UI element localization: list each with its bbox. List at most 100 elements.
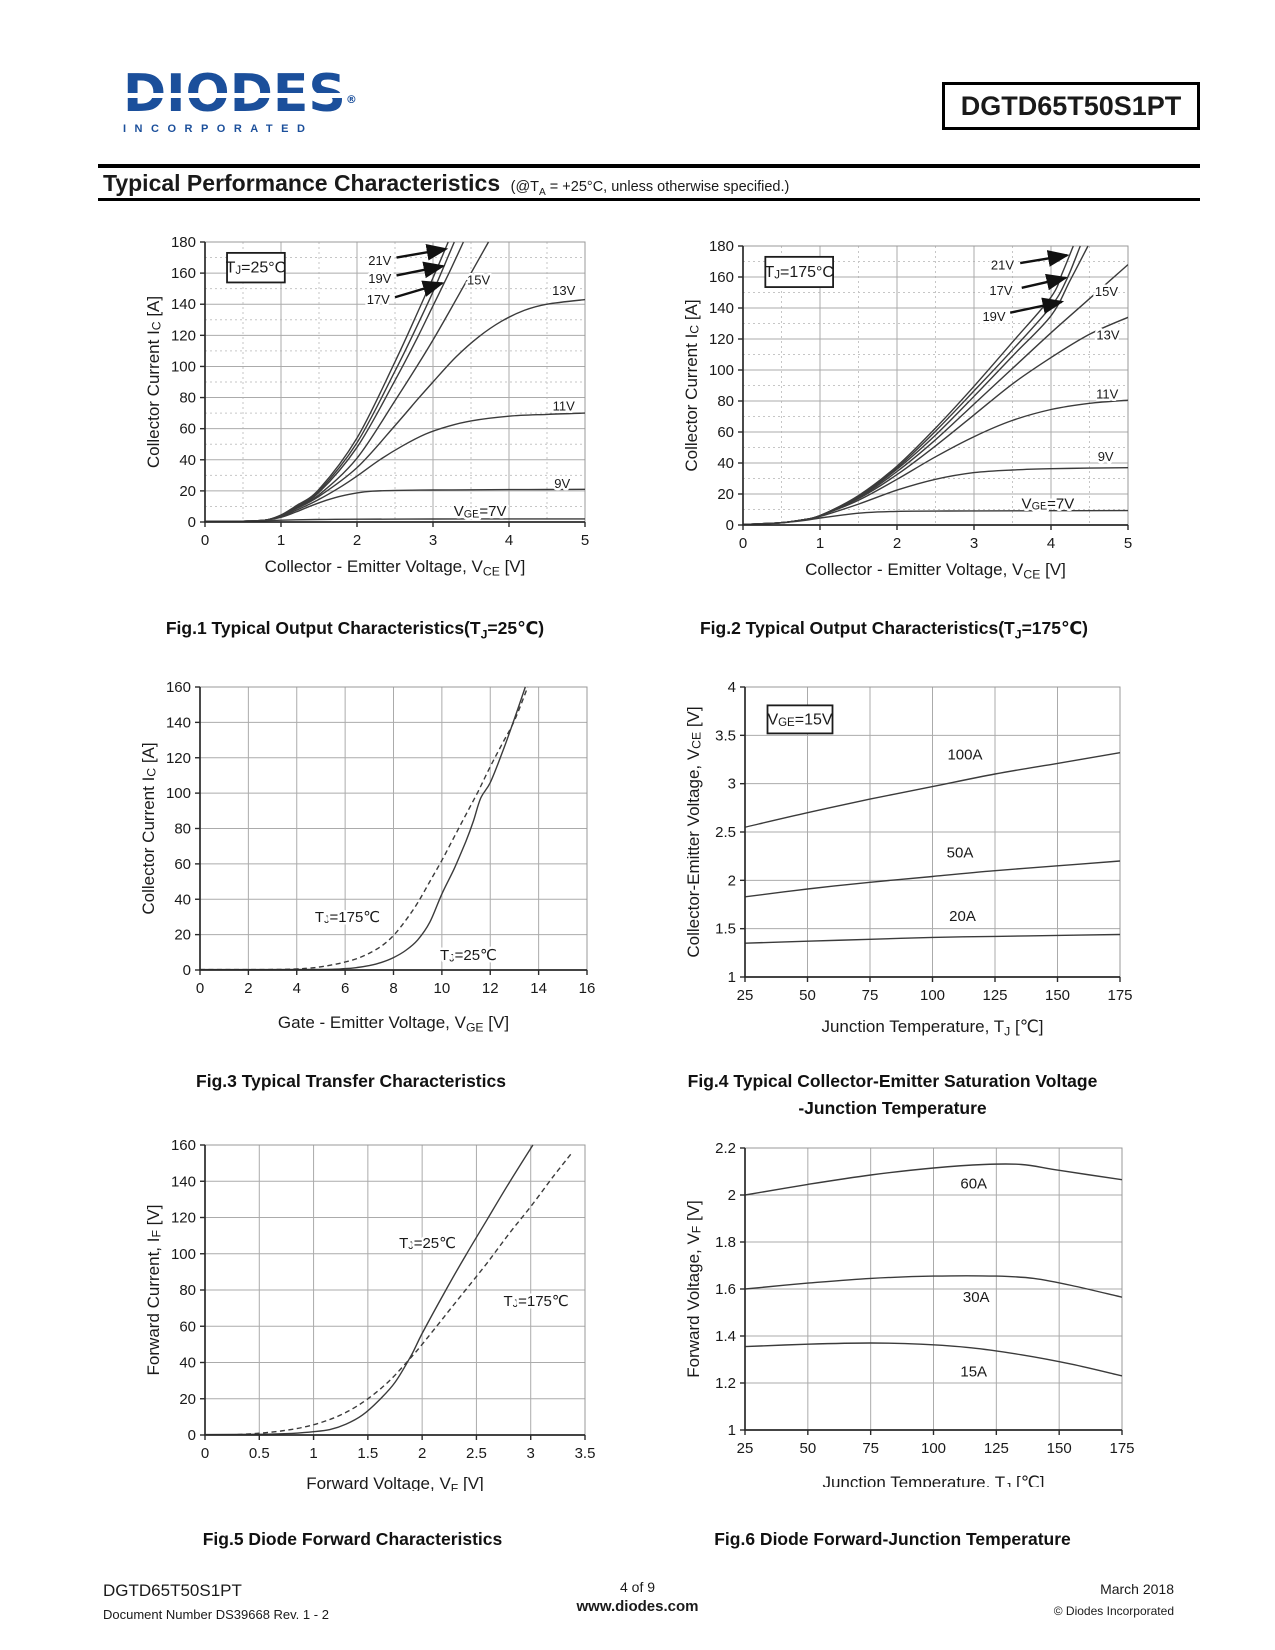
y-tick-label: 80 xyxy=(174,820,191,837)
curve-if-15a xyxy=(745,1342,1122,1377)
curve-label: 19V xyxy=(982,308,1005,323)
diodes-logo: DIODES® INCORPORATED xyxy=(123,68,357,135)
curve-label: 11V xyxy=(553,398,575,413)
y-axis-title: Collector Current IC [A] xyxy=(139,742,159,914)
x-tick-label: 4 xyxy=(505,532,513,549)
curve-label: 9V xyxy=(1098,449,1114,464)
y-tick-label: 2 xyxy=(728,872,736,889)
series xyxy=(745,752,1120,944)
y-tick-label: 40 xyxy=(179,451,196,468)
grid xyxy=(744,1147,1123,1431)
y-tick-label: 160 xyxy=(709,269,734,286)
y-tick-label: 40 xyxy=(717,455,734,472)
y-tick-label: 140 xyxy=(171,1173,196,1190)
curve-label: 17V xyxy=(989,283,1012,298)
condition-box-label: TJ=175°C xyxy=(764,263,834,281)
x-tick-label: 3 xyxy=(429,532,437,549)
x-axis-title: Forward Voltage, VF [V] xyxy=(306,1474,484,1491)
curve-label: TJ=175℃ xyxy=(504,1292,569,1310)
test-condition-note: (@TA = +25°C, unless otherwise specified… xyxy=(510,179,790,198)
x-tick-label: 0 xyxy=(201,1445,209,1462)
x-axis-title: Junction Temperature, TJ [℃] xyxy=(821,1017,1043,1037)
annotation-arrow xyxy=(396,243,449,261)
y-axis-title: Forward Voltage, VF [V] xyxy=(684,1200,704,1378)
x-tick-label: 8 xyxy=(389,980,397,997)
title-rule-bottom xyxy=(98,198,1200,201)
curve-label: 11V xyxy=(1096,386,1118,401)
axes xyxy=(200,1144,586,1440)
x-tick-label: 10 xyxy=(434,980,451,997)
curve-label: 100A xyxy=(947,746,982,763)
y-tick-label: 3.5 xyxy=(715,727,736,744)
x-tick-label: 3 xyxy=(970,535,978,552)
condition-box-label: VGE=15V xyxy=(767,711,832,729)
x-tick-label: 150 xyxy=(1047,1440,1072,1457)
y-tick-label: 20 xyxy=(179,1390,196,1407)
annotation-arrow xyxy=(1021,273,1068,291)
curve-label: 50A xyxy=(947,844,974,861)
y-tick-label: 80 xyxy=(179,389,196,406)
x-tick-label: 100 xyxy=(920,987,945,1004)
y-tick-label: 60 xyxy=(179,420,196,437)
x-tick-label: 2 xyxy=(244,980,252,997)
fig5-chart: 0 0.5 1 1.5 2 2.5 3 3.5 0 20 40 60 80 100 120 140 160 TJ=… xyxy=(144,1137,596,1492)
y-tick-label: 160 xyxy=(171,265,196,282)
curve-label: VGE=7V xyxy=(1022,495,1075,513)
x-tick-label: 25 xyxy=(737,987,754,1004)
curve-vge-15v xyxy=(743,264,1128,526)
curve-label: 21V xyxy=(991,257,1014,272)
registered-mark: ® xyxy=(345,93,357,106)
curve-tj-25-c xyxy=(200,686,526,971)
curve-label: 17V xyxy=(367,291,390,306)
y-tick-label: 1 xyxy=(728,969,736,986)
x-tick-label: 4 xyxy=(293,980,301,997)
x-tick-label: 100 xyxy=(921,1440,946,1457)
curve-label: 15V xyxy=(467,272,490,287)
grid xyxy=(204,1144,586,1436)
grid xyxy=(204,241,586,523)
annotation-arrow xyxy=(1020,250,1070,267)
y-tick-label: 0 xyxy=(188,514,196,531)
y-tick-label: 140 xyxy=(166,714,191,731)
axes xyxy=(738,245,1129,530)
x-axis-title: Collector - Emitter Voltage, VCE [V] xyxy=(265,557,526,579)
y-tick-label: 120 xyxy=(709,331,734,348)
curve-vge-7v xyxy=(205,518,585,523)
y-tick-label: 80 xyxy=(179,1282,196,1299)
curve-label: 30A xyxy=(963,1289,990,1306)
y-tick-label: 3 xyxy=(728,775,736,792)
y-tick-label: 4 xyxy=(728,679,736,696)
diodes-logo-wordmark: DIODES® xyxy=(123,68,357,120)
part-number-box: DGTD65T50S1PT xyxy=(942,82,1200,130)
condition-box xyxy=(226,251,286,284)
curve-label: 19V xyxy=(368,270,391,285)
condition-box-label: TJ=25°C xyxy=(226,259,287,277)
y-tick-label: 120 xyxy=(171,327,196,344)
x-tick-label: 175 xyxy=(1107,987,1132,1004)
footer-date: March 2018 xyxy=(1100,1581,1174,1597)
annotation-arrow xyxy=(1009,297,1065,314)
y-tick-label: 100 xyxy=(171,358,196,375)
figure-caption: Fig.4 Typical Collector-Emitter Saturati… xyxy=(687,1071,1098,1118)
x-tick-label: 6 xyxy=(341,980,349,997)
figure-caption: Fig.6 Diode Forward-Junction Temperature xyxy=(714,1529,1071,1549)
y-tick-label: 20 xyxy=(174,926,191,943)
figure-diode-forward-vs-temperature: 25 50 75 100 125 150 175 1 1.2 1.4 1.6 1.8 2 2.2 60A 30… xyxy=(640,1113,1145,1550)
curve-vge-7v xyxy=(743,509,1128,526)
x-tick-label: 1 xyxy=(277,532,285,549)
series xyxy=(200,686,529,971)
y-tick-label: 1 xyxy=(728,1422,736,1439)
axes xyxy=(195,686,588,975)
y-axis-title: Collector Current IC [A] xyxy=(682,299,702,471)
x-axis-title: Junction Temperature, TJ [℃] xyxy=(822,1473,1044,1487)
x-tick-label: 2 xyxy=(353,532,361,549)
x-tick-label: 3.5 xyxy=(575,1445,596,1462)
y-tick-label: 160 xyxy=(166,679,191,696)
curve-ic-100a xyxy=(745,752,1120,828)
axes xyxy=(740,686,1121,982)
curve-label: 21V xyxy=(368,252,391,267)
curve-label: VGE=7V xyxy=(454,503,507,521)
x-tick-label: 125 xyxy=(982,987,1007,1004)
curve-tj-25-c xyxy=(205,1144,534,1436)
